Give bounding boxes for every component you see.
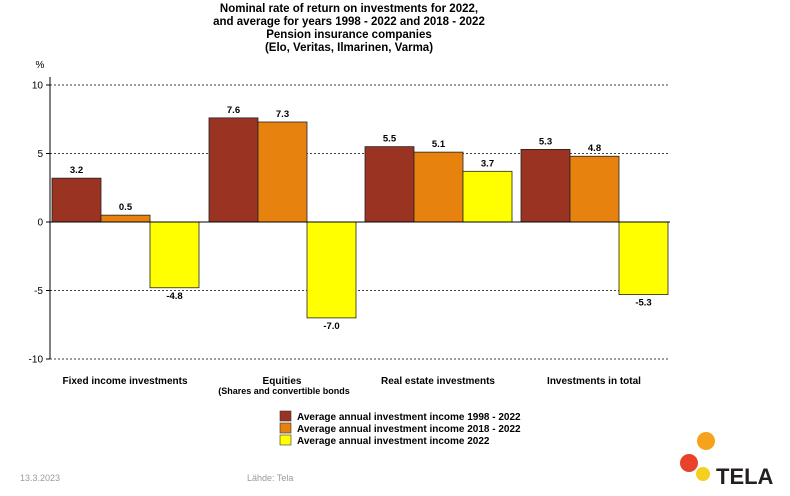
title-line-1: Nominal rate of return on investments fo… xyxy=(220,3,478,15)
y-tick-label: -10 xyxy=(29,355,44,366)
y-axis-label: % xyxy=(36,60,45,71)
data-label: 7.3 xyxy=(276,109,289,120)
y-ticks: -10 -5 0 5 10 xyxy=(29,81,50,366)
bar xyxy=(364,146,415,223)
data-label: 3.2 xyxy=(70,165,83,176)
data-label: -7.0 xyxy=(323,321,339,332)
bar xyxy=(306,221,357,319)
legend-label: Average annual investment income 1998 - … xyxy=(297,412,521,423)
chart-title: Nominal rate of return on investments fo… xyxy=(213,3,485,54)
y-tick-label: 0 xyxy=(37,218,43,229)
logo-dot-yellow xyxy=(696,467,710,481)
bar xyxy=(413,151,464,223)
bar xyxy=(618,221,669,296)
data-label: 3.7 xyxy=(481,158,494,169)
bar xyxy=(149,221,200,289)
bar xyxy=(569,155,620,223)
title-line-4: (Elo, Veritas, Ilmarinen, Varma) xyxy=(265,42,433,54)
title-line-2: and average for years 1998 - 2022 and 20… xyxy=(213,16,485,28)
tela-logo-mark xyxy=(680,432,715,481)
data-label: 5.3 xyxy=(539,136,552,147)
category-label-equities: Equities xyxy=(263,376,302,387)
logo-dot-orange xyxy=(697,432,715,450)
footer-date: 13.3.2023 xyxy=(20,473,60,483)
bar xyxy=(208,117,259,223)
data-label: -4.8 xyxy=(166,291,182,302)
x-axis-categories: Fixed income investments Equities (Share… xyxy=(62,376,641,396)
footer-source: Lähde: Tela xyxy=(247,473,293,483)
legend-item-1998-2022: Average annual investment income 1998 - … xyxy=(279,410,521,423)
category-label-total: Investments in total xyxy=(547,376,641,387)
bar xyxy=(462,170,513,223)
legend-item-2022: Average annual investment income 2022 xyxy=(279,434,490,447)
legend-item-2018-2022: Average annual investment income 2018 - … xyxy=(279,422,521,435)
legend-label: Average annual investment income 2022 xyxy=(297,436,490,447)
legend-swatch xyxy=(279,434,292,446)
data-label: 5.1 xyxy=(432,139,446,150)
legend-swatch xyxy=(279,422,292,434)
tela-logo: TELA xyxy=(680,432,774,489)
bar xyxy=(257,121,308,223)
data-label: 5.5 xyxy=(383,134,397,145)
category-sublabel-equities: (Shares and convertible bonds xyxy=(218,386,350,396)
legend-swatch xyxy=(279,410,292,422)
logo-dot-red xyxy=(680,454,698,472)
data-label: -5.3 xyxy=(635,298,651,309)
y-tick-label: 10 xyxy=(32,81,44,92)
bar xyxy=(100,214,151,223)
bar xyxy=(520,148,571,223)
data-label: 7.6 xyxy=(227,105,240,116)
category-label-real-estate: Real estate investments xyxy=(381,376,495,387)
legend: Average annual investment income 1998 - … xyxy=(279,410,521,447)
bars xyxy=(51,117,669,319)
category-label-fixed-income: Fixed income investments xyxy=(62,376,187,387)
data-labels: 3.2 7.6 5.5 5.3 0.5 7.3 5.1 4.8 -4.8 -7.0 3.7 -5.3 xyxy=(70,105,652,332)
y-tick-label: 5 xyxy=(37,149,43,160)
data-label: 0.5 xyxy=(119,202,133,213)
y-tick-label: -5 xyxy=(34,286,43,297)
tela-logo-wordmark: TELA xyxy=(716,464,774,489)
axes xyxy=(49,77,670,359)
bar xyxy=(51,177,102,223)
data-label: 4.8 xyxy=(588,143,601,154)
legend-label: Average annual investment income 2018 - … xyxy=(297,424,521,435)
title-line-3: Pension insurance companies xyxy=(266,29,432,41)
